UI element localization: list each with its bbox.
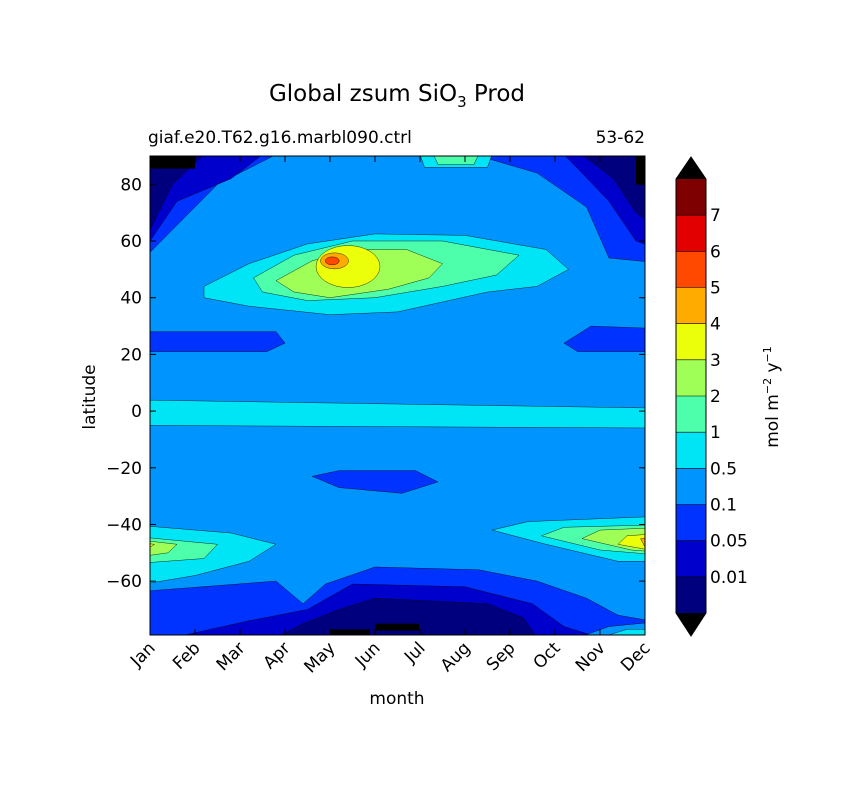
x-tick-label: Jul [400, 638, 429, 667]
x-tick-label: Feb [169, 638, 204, 673]
contour-ant-east-0.5 [608, 629, 645, 635]
x-tick-label: May [301, 638, 340, 677]
colorbar-extend-top [676, 157, 706, 179]
contour-so-west-3 [150, 543, 156, 548]
colorbar-tick-label: 5 [710, 279, 721, 299]
x-axis-label: month [369, 689, 424, 709]
colorbar-swatch [676, 540, 706, 577]
colorbar-swatch [676, 396, 706, 433]
colorbar-tick-label: 0.05 [710, 532, 748, 552]
x-tick-label: Apr [260, 638, 295, 673]
colorbar-tick-label: 7 [710, 206, 721, 226]
colorbar-swatch [676, 251, 706, 288]
x-tick-label: Sep [483, 638, 520, 675]
x-tick-label: Jan [126, 638, 159, 671]
contour-so-west-0.5 [150, 526, 277, 584]
contour-arctic-low-east [583, 156, 645, 220]
x-tick-label: Mar [213, 638, 250, 675]
colorbar-swatch [676, 576, 706, 613]
colorbar-tick-label: 0.1 [710, 496, 737, 516]
colorbar-swatch [676, 215, 706, 252]
colorbar-swatch [676, 468, 706, 505]
x-tick-label: Dec [617, 638, 654, 675]
y-tick-label: 20 [120, 345, 142, 365]
y-tick-label: 60 [120, 232, 142, 252]
contour-sh-band [311, 470, 439, 494]
colorbar-tick-label: 1 [710, 423, 721, 443]
y-axis-label: latitude [80, 364, 100, 429]
x-tick-label: Jun [351, 638, 385, 672]
contour-so-east-3 [617, 534, 645, 550]
x-tick-label: Nov [572, 638, 610, 676]
colorbar-swatch [676, 323, 706, 360]
contour-so-east-4 [640, 537, 645, 548]
colorbar-tick-label: 4 [710, 315, 721, 335]
plot-frame [149, 155, 646, 636]
y-axis: −60 −40 −20 0 20 40 60 80 [106, 175, 645, 592]
colorbar-tick-label: 0.01 [710, 568, 748, 588]
contour-arctic-green [433, 156, 479, 165]
contour-ant-black-1 [330, 629, 370, 635]
y-tick-label: 40 [120, 289, 142, 309]
contour-ant-black-2 [375, 623, 419, 631]
colorbar-extend-bottom [676, 613, 706, 636]
x-tick-label: Aug [437, 638, 475, 676]
colorbar-frame [675, 156, 707, 637]
colorbar-tick-label: 2 [710, 387, 721, 407]
y-tick-label: 0 [131, 402, 142, 422]
colorbar-swatch [676, 504, 706, 541]
colorbar-tick-label: 0.5 [710, 459, 737, 479]
y-tick-label: −60 [106, 572, 142, 592]
contour-nh-band-west [150, 331, 286, 352]
x-tick-label: Oct [530, 638, 565, 673]
contour-so-west-2 [150, 540, 178, 556]
contour-arctic-black-east [636, 156, 645, 185]
chart-title: Global zsum SiO3 Prod [269, 81, 525, 111]
contour-arctic-black-west [150, 156, 195, 169]
subtitle-left: giaf.e20.T62.g16.marbl090.ctrl [148, 128, 412, 148]
colorbar: 0.01 0.05 0.1 0.5 1 2 3 4 5 6 7 [675, 156, 748, 637]
colorbar-swatch [676, 359, 706, 396]
contour-nh-band-east [563, 325, 645, 352]
contour-arctic-low-west [150, 156, 203, 230]
colorbar-tick-label: 3 [710, 351, 721, 371]
y-tick-label: −20 [106, 459, 142, 479]
colorbar-tick-label: 6 [710, 242, 721, 262]
subtitle-right: 53-62 [596, 128, 645, 148]
y-tick-label: −40 [106, 515, 142, 535]
colorbar-label: mol m−2 y−1 [761, 346, 783, 448]
contour-plot-area [149, 155, 646, 636]
contour-equatorial-0.5 [150, 399, 645, 429]
colorbar-swatch [676, 179, 706, 216]
contour-fills [150, 156, 645, 635]
contour-north-5 [325, 256, 340, 266]
colorbar-swatch [676, 287, 706, 324]
colorbar-swatch [676, 432, 706, 469]
y-tick-label: 80 [120, 175, 142, 195]
